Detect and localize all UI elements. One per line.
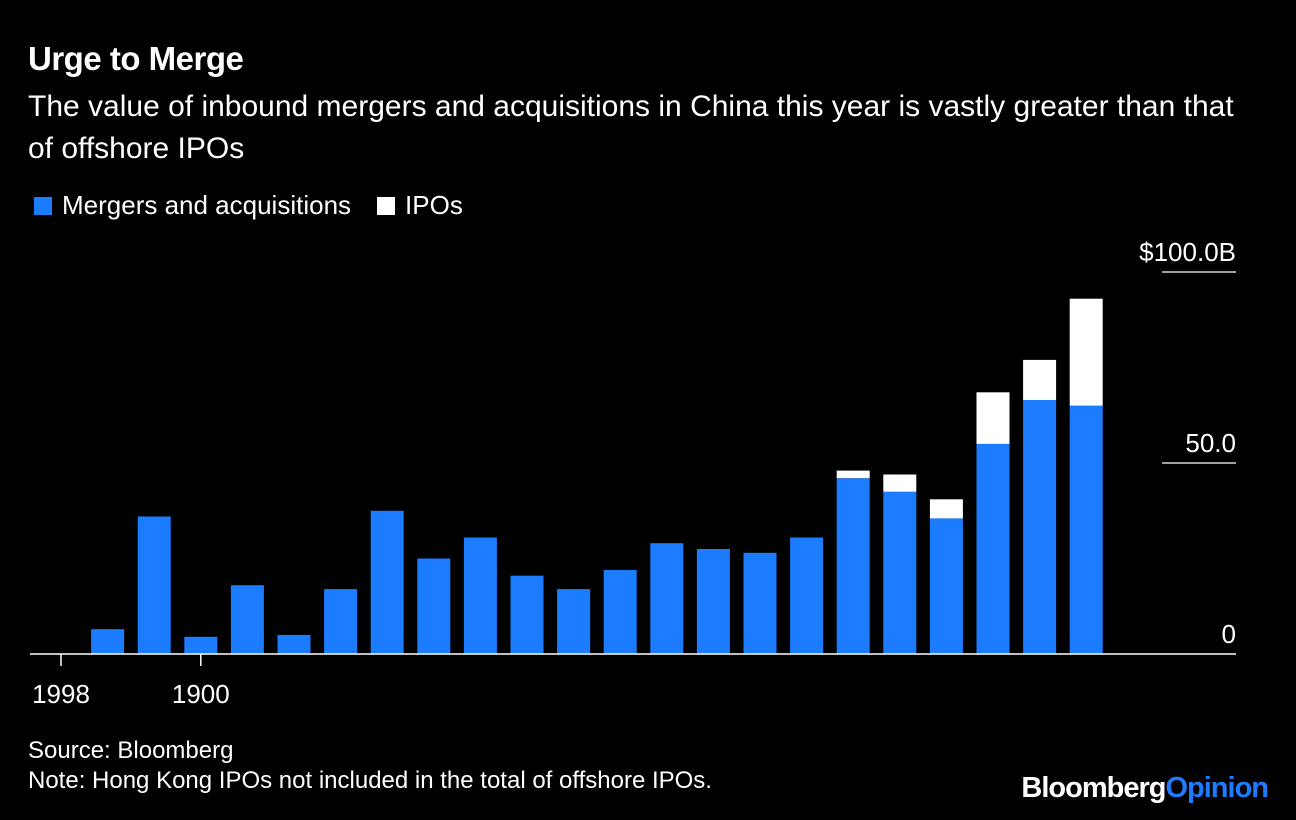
brand-part1: Bloomberg: [1021, 772, 1166, 804]
y-tick-label: 0: [1222, 619, 1236, 649]
x-tick-label: 1998: [32, 679, 90, 709]
bar-mergers: [230, 585, 264, 654]
bar-ipos: [976, 392, 1010, 444]
bar-ipos: [1023, 359, 1057, 400]
legend-label-mergers: Mergers and acquisitions: [62, 190, 352, 220]
legend-label-ipos: IPOs: [405, 190, 463, 220]
bar-mergers: [603, 570, 637, 654]
bar-mergers: [324, 589, 358, 654]
y-tick-label: $100.0B: [1139, 237, 1236, 267]
footer: Source: Bloomberg Note: Hong Kong IPOs n…: [28, 736, 712, 796]
bar-mergers: [1069, 405, 1103, 654]
bar-mergers: [743, 552, 777, 654]
bar-mergers: [976, 443, 1010, 654]
bar-mergers: [184, 636, 218, 654]
bloomberg-opinion-logo: BloombergOpinion: [1021, 772, 1269, 805]
bar-mergers: [91, 629, 125, 654]
bar-mergers: [277, 634, 311, 654]
legend-item-mergers: Mergers and acquisitions: [34, 190, 351, 221]
bar-mergers: [417, 558, 451, 654]
bar-mergers: [836, 478, 870, 654]
bar-mergers: [463, 537, 497, 654]
bar-mergers: [137, 516, 171, 654]
bar-ipos: [883, 474, 917, 492]
bar-mergers: [557, 589, 591, 654]
bar-ipos: [929, 499, 963, 519]
bar-ipos: [1069, 298, 1103, 406]
bar-mergers: [929, 518, 963, 654]
bar-mergers: [883, 491, 917, 654]
legend-swatch-mergers: [34, 196, 52, 215]
x-tick-label: 1900: [172, 679, 230, 709]
y-tick-label: 50.0: [1185, 428, 1236, 458]
bar-ipos: [836, 470, 870, 479]
chart-title: Urge to Merge: [28, 40, 244, 77]
bar-mergers: [510, 575, 544, 654]
bar-mergers: [696, 549, 730, 654]
legend-item-ipos: IPOs: [377, 190, 463, 221]
bar-mergers: [790, 537, 824, 654]
legend: Mergers and acquisitions IPOs: [34, 190, 489, 221]
note-text: Note: Hong Kong IPOs not included in the…: [28, 767, 712, 794]
bar-mergers: [370, 510, 404, 655]
legend-swatch-ipos: [377, 196, 396, 215]
source-text: Source: Bloomberg: [28, 737, 234, 764]
chart-subtitle: The value of inbound mergers and acquisi…: [28, 90, 1234, 165]
bar-mergers: [650, 543, 684, 654]
brand-part2: Opinion: [1165, 772, 1269, 804]
bar-mergers: [1023, 400, 1057, 654]
